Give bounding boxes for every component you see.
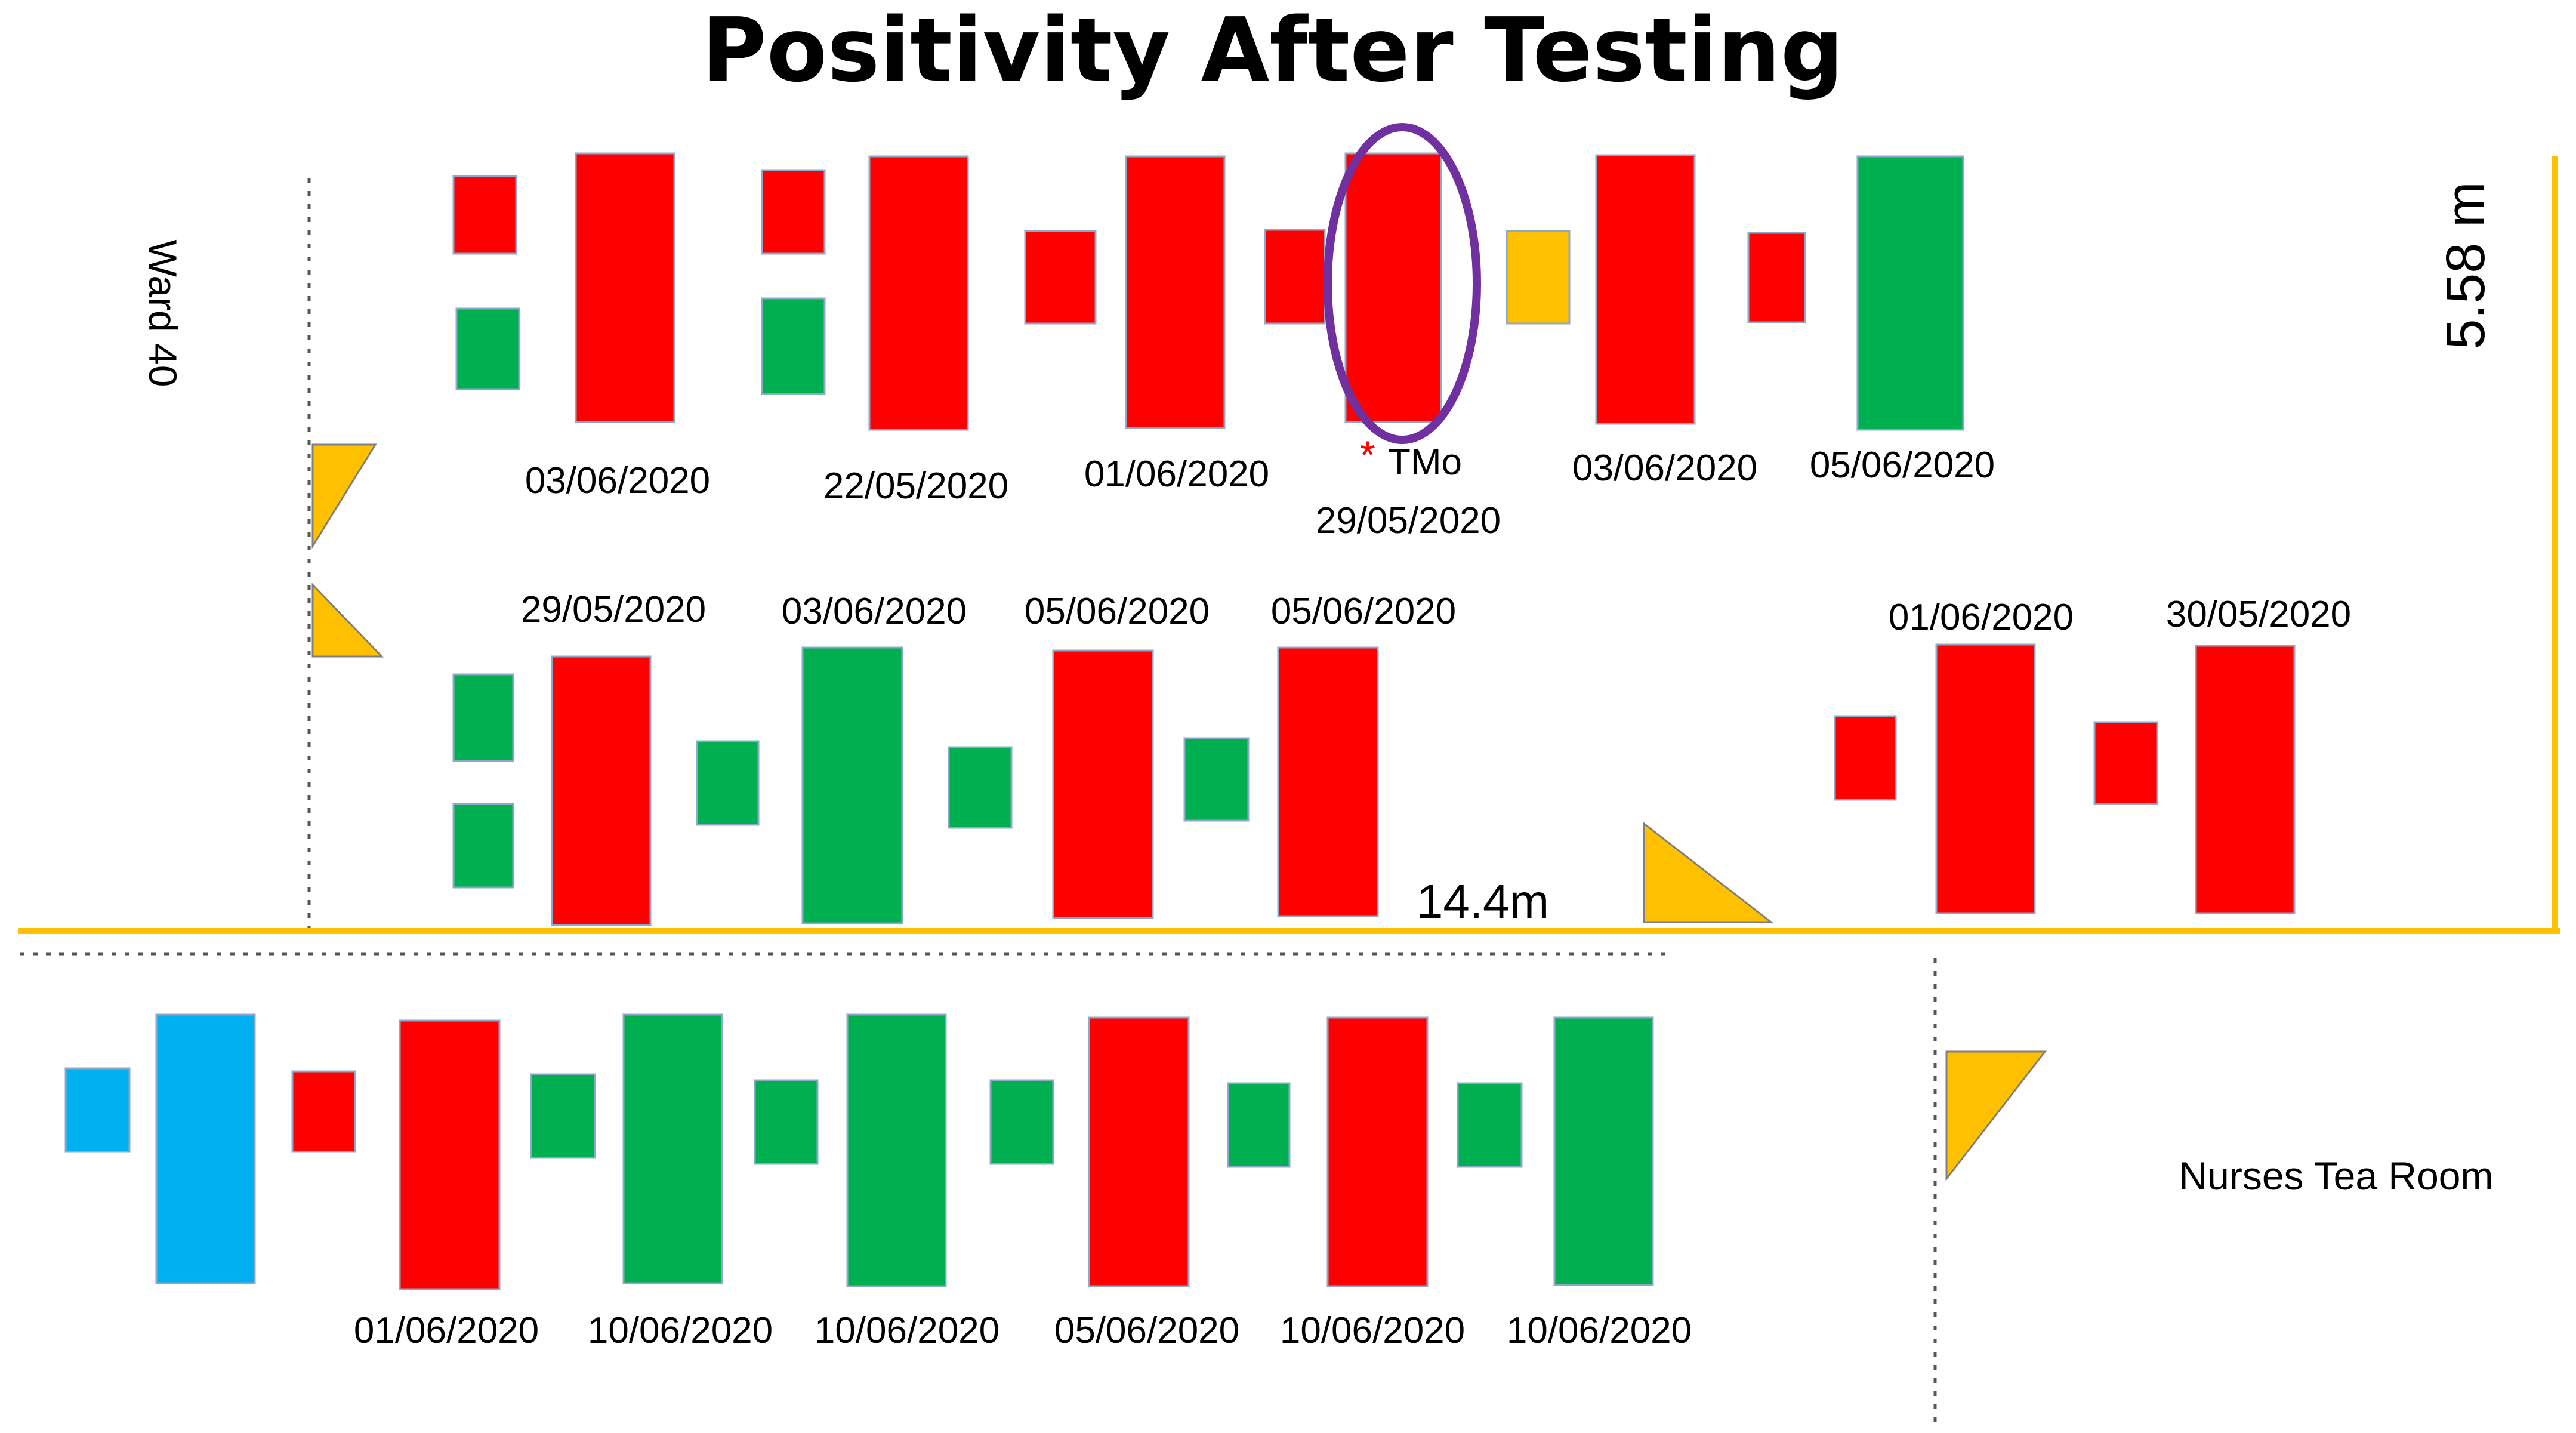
date-label: 10/06/2020: [815, 1310, 999, 1351]
chair-negative: [530, 1073, 596, 1159]
date-label: 01/06/2020: [1889, 597, 2074, 638]
diagram-title: Positivity After Testing: [702, 0, 1844, 101]
chair-blue: [64, 1067, 131, 1153]
orange-triangle-marker: [311, 583, 384, 658]
chair-orange: [1506, 230, 1571, 325]
date-label: 03/06/2020: [1572, 448, 1757, 489]
chair-negative: [761, 297, 826, 395]
bed-positive: [1326, 1016, 1429, 1287]
bed-negative: [846, 1013, 947, 1287]
chair-positive: [761, 169, 826, 255]
chair-positive: [291, 1070, 356, 1153]
bed-positive: [2195, 645, 2296, 914]
date-label: 05/06/2020: [1271, 591, 1456, 632]
bed-positive: [1125, 155, 1226, 429]
bed-negative: [1553, 1016, 1654, 1286]
date-label: 10/06/2020: [1507, 1310, 1692, 1351]
date-label: 10/06/2020: [588, 1310, 773, 1351]
date-label: 01/06/2020: [1084, 454, 1269, 495]
chair-negative: [452, 803, 514, 889]
beds-and-chairs: [64, 152, 2296, 1290]
chair-negative: [1457, 1082, 1523, 1168]
chair-positive: [452, 175, 517, 255]
bed-positive: [1052, 649, 1154, 919]
chair-negative: [452, 673, 514, 762]
chair-positive: [2093, 721, 2158, 805]
marker-asterisk: *: [1360, 433, 1375, 477]
date-label: 29/05/2020: [521, 589, 706, 630]
bed-negative: [1856, 155, 1964, 431]
bed-positive: [1935, 643, 2036, 914]
height-measure-label: 5.58 m: [2435, 181, 2496, 349]
bed-positive: [399, 1019, 501, 1290]
marker-name-label: TMo: [1388, 442, 1462, 483]
bed-blue: [155, 1013, 256, 1284]
date-label: 22/05/2020: [823, 466, 1008, 507]
date-label: 05/06/2020: [1025, 591, 1210, 632]
chair-negative: [989, 1079, 1054, 1165]
bed-positive: [575, 152, 675, 423]
chair-positive: [1834, 715, 1897, 801]
orange-triangle-marker: [1945, 1050, 2047, 1182]
bed-positive: [1344, 152, 1442, 423]
chair-negative: [754, 1079, 819, 1165]
orange-triangle-marker: [1643, 821, 1774, 923]
bed-positive: [1277, 646, 1379, 917]
date-label: 03/06/2020: [782, 591, 967, 632]
date-label: 05/06/2020: [1054, 1310, 1239, 1351]
date-label: 30/05/2020: [2166, 594, 2351, 635]
chair-negative: [948, 746, 1013, 829]
bed-negative: [622, 1013, 723, 1284]
chair-positive: [1264, 229, 1326, 325]
chair-negative: [696, 740, 760, 826]
bed-positive: [1088, 1016, 1190, 1287]
nurses-tea-room-label: Nurses Tea Room: [2179, 1154, 2493, 1198]
date-label: 10/06/2020: [1280, 1310, 1465, 1351]
date-label: 01/06/2020: [354, 1310, 539, 1351]
orange-triangle-marker: [311, 443, 377, 550]
chair-negative: [1183, 737, 1250, 822]
date-label: 05/06/2020: [1810, 445, 1995, 486]
chair-positive: [1024, 230, 1097, 325]
date-label: 29/05/2020: [1316, 500, 1501, 541]
bed-negative: [801, 646, 903, 924]
chair-positive: [1747, 232, 1806, 323]
chair-negative: [455, 307, 520, 390]
highlight-circle: [1324, 123, 1481, 444]
ward-40-label: Ward 40: [141, 240, 185, 387]
bed-positive: [551, 655, 652, 926]
bed-positive: [1595, 154, 1696, 425]
bed-positive: [868, 155, 969, 431]
chair-negative: [1227, 1082, 1291, 1168]
width-measure-label: 14.4m: [1417, 875, 1549, 928]
date-label: 03/06/2020: [525, 460, 710, 501]
